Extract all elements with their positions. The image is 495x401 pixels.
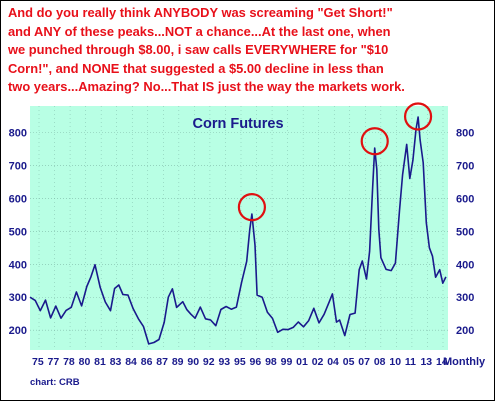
x-tick-0: 75 [32, 356, 44, 368]
y-tick-left-200: 200 [9, 325, 27, 337]
x-tick-11: 92 [203, 356, 215, 368]
y-tick-right-400: 400 [456, 259, 474, 271]
x-tick-19: 04 [327, 356, 339, 368]
x-tick-7: 86 [141, 356, 153, 368]
x-tick-5: 83 [110, 356, 122, 368]
peak-highlights [237, 102, 433, 222]
y-tick-left-700: 700 [9, 160, 27, 172]
y-tick-right-700: 700 [456, 160, 474, 172]
grid-lines [30, 106, 448, 350]
y-tick-right-300: 300 [456, 292, 474, 304]
y-tick-right-200: 200 [456, 325, 474, 337]
x-tick-25: 13 [420, 356, 432, 368]
x-tick-17: 01 [296, 356, 308, 368]
x-tick-13: 95 [234, 356, 246, 368]
y-tick-left-300: 300 [9, 292, 27, 304]
x-tick-26: 14 [436, 356, 448, 368]
x-tick-16: 99 [281, 356, 293, 368]
y-tick-right-500: 500 [456, 226, 474, 238]
y-tick-left-600: 600 [9, 193, 27, 205]
headline-line-3: we punched through $8.00, i saw calls EV… [8, 42, 389, 58]
x-tick-24: 11 [405, 356, 416, 368]
x-tick-22: 08 [374, 356, 386, 368]
frequency-label: Monthly [443, 356, 486, 368]
left-axis: 200 300 400 500 600 700 800 [9, 127, 27, 337]
x-tick-8: 87 [156, 356, 168, 368]
y-tick-left-400: 400 [9, 259, 27, 271]
y-tick-right-800: 800 [456, 127, 474, 139]
x-tick-3: 80 [79, 356, 91, 368]
x-tick-6: 84 [125, 356, 137, 368]
chart-credit: chart: CRB [30, 377, 80, 388]
y-tick-left-500: 500 [9, 226, 27, 238]
peak-circle-3 [403, 102, 433, 131]
chart-title: Corn Futures [192, 116, 283, 132]
x-tick-9: 89 [172, 356, 184, 368]
x-tick-20: 05 [343, 356, 355, 368]
x-tick-4: 81 [94, 356, 106, 368]
headline-line-2: and ANY of these peaks...NOT a chance...… [8, 23, 391, 39]
peak-circle-2 [360, 127, 389, 156]
x-tick-23: 10 [389, 356, 401, 368]
x-axis: 75 77 78 80 81 83 84 86 87 89 90 92 93 95 96 98 99 01 02 04… [32, 356, 448, 368]
right-axis: 200 300 400 500 600 700 800 [456, 127, 474, 337]
x-tick-14: 96 [250, 356, 262, 368]
y-tick-right-600: 600 [456, 193, 474, 205]
y-tick-left-800: 800 [9, 127, 27, 139]
headline-text: And do you really think ANYBODY was scre… [8, 4, 488, 97]
headline-line-4: Corn!", and NONE that suggested a $5.00 … [8, 60, 384, 76]
x-tick-12: 93 [218, 356, 230, 368]
x-tick-10: 90 [187, 356, 199, 368]
x-tick-21: 07 [358, 356, 370, 368]
x-tick-1: 77 [48, 356, 60, 368]
headline-line-1: And do you really think ANYBODY was scre… [8, 5, 393, 20]
headline-line-5: two years...Amazing? No...That IS just t… [8, 79, 405, 95]
plot-area [30, 106, 448, 350]
x-tick-2: 78 [63, 356, 75, 368]
x-tick-15: 98 [265, 356, 277, 368]
x-tick-18: 02 [312, 356, 324, 368]
series-line-corn-futures [29, 116, 447, 345]
peak-circle-1 [237, 193, 267, 222]
